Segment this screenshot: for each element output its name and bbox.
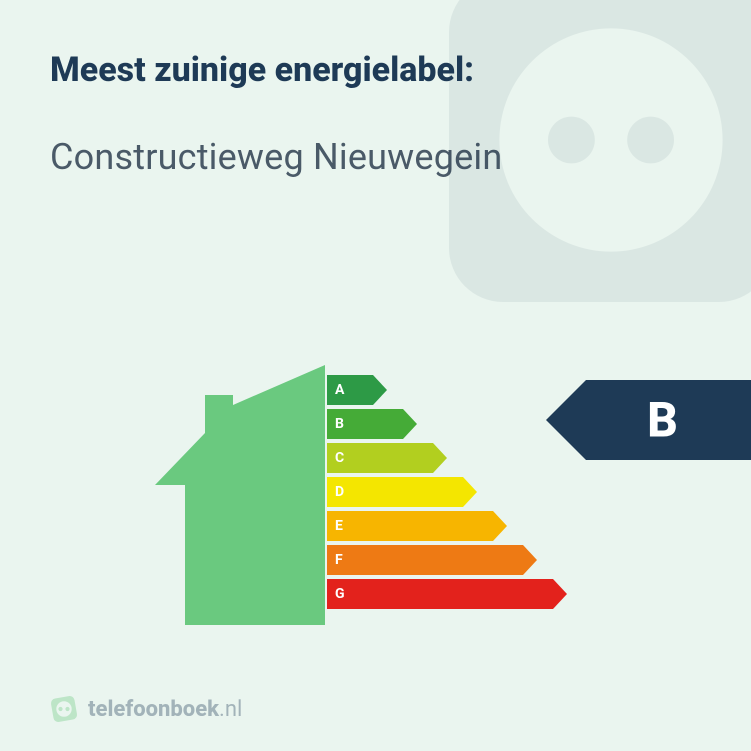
footer-brand-light: .nl bbox=[219, 697, 242, 722]
energy-bar-label: G bbox=[335, 586, 345, 602]
energy-bar-shape bbox=[327, 477, 477, 507]
energy-bar-shape bbox=[327, 443, 447, 473]
footer-brand: telefoonboek.nl bbox=[88, 697, 242, 722]
energy-bar-shape bbox=[327, 545, 537, 575]
energy-bar-label: B bbox=[335, 416, 344, 432]
energy-bar-label: E bbox=[335, 518, 343, 534]
footer-brand-bold: telefoonboek bbox=[88, 697, 219, 722]
energy-bar-label: A bbox=[335, 382, 344, 398]
footer: telefoonboek.nl bbox=[50, 695, 242, 723]
energy-bar-g: G bbox=[327, 579, 627, 609]
energy-bar-f: F bbox=[327, 545, 627, 575]
energy-label-card: Meest zuinige energielabel: Constructiew… bbox=[0, 0, 751, 751]
energy-bar-label: C bbox=[335, 450, 344, 466]
energy-bar-shape bbox=[327, 511, 507, 541]
house-icon bbox=[155, 365, 325, 625]
energy-bar-shape bbox=[327, 579, 567, 609]
subtitle: Constructieweg Nieuwegein bbox=[50, 136, 701, 178]
title: Meest zuinige energielabel: bbox=[50, 50, 701, 90]
energy-bar-label: D bbox=[335, 484, 344, 500]
energy-bar-e: E bbox=[327, 511, 627, 541]
footer-logo-icon bbox=[50, 695, 78, 723]
energy-bar-d: D bbox=[327, 477, 627, 507]
energy-chart: A B C D E F G bbox=[155, 365, 595, 625]
current-label-letter: B bbox=[647, 392, 678, 449]
energy-bar-label: F bbox=[335, 552, 343, 568]
current-label-arrow: B bbox=[546, 380, 751, 460]
